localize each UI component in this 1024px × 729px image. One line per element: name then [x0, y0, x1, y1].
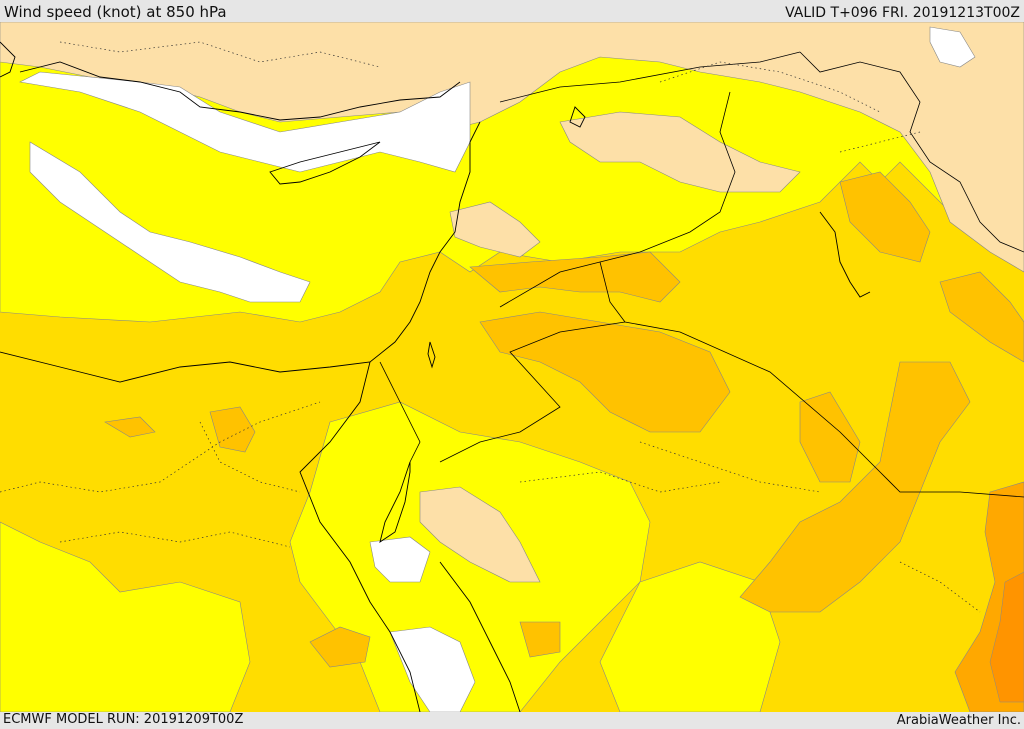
model-run: ECMWF MODEL RUN: 20191209T00Z — [3, 712, 244, 727]
field-white-med — [29, 141, 311, 303]
field-gold-red-sea — [309, 626, 371, 668]
field-peach-north-iraq — [559, 111, 801, 193]
field-peach-sinai — [419, 486, 541, 583]
field-gold-saudi-east — [739, 361, 971, 613]
admin-borders — [0, 41, 981, 613]
coastlines — [0, 41, 871, 712]
field-gold-libya — [104, 416, 156, 438]
field-peach-syria — [449, 201, 541, 258]
field-white-caspian — [929, 26, 976, 68]
field-light-yellow-saudi — [599, 561, 781, 712]
field-gold-iraq-east — [799, 391, 861, 483]
field-gold-egypt — [209, 406, 256, 453]
credit: ArabiaWeather Inc. — [896, 713, 1021, 728]
field-gold-jordan — [479, 311, 731, 433]
field-orange-core — [989, 571, 1024, 703]
field-light-yellow-west — [0, 521, 251, 712]
header-bar: Wind speed (knot) at 850 hPa VALID T+096… — [0, 0, 1024, 22]
footer-bar: ECMWF MODEL RUN: 20191209T00Z ArabiaWeat… — [0, 712, 1024, 729]
field-white-red-sea-north — [369, 536, 431, 583]
borders — [379, 51, 1024, 498]
map-title: Wind speed (knot) at 850 hPa — [4, 3, 227, 21]
field-gold-gulf — [939, 271, 1024, 363]
valid-time: VALID T+096 FRI. 20191213T00Z — [785, 5, 1020, 21]
wind-speed-map — [0, 22, 1024, 712]
field-gold-arabia-south — [519, 621, 561, 658]
field-gold-syria — [469, 251, 681, 303]
field-gold-iran — [839, 171, 931, 263]
